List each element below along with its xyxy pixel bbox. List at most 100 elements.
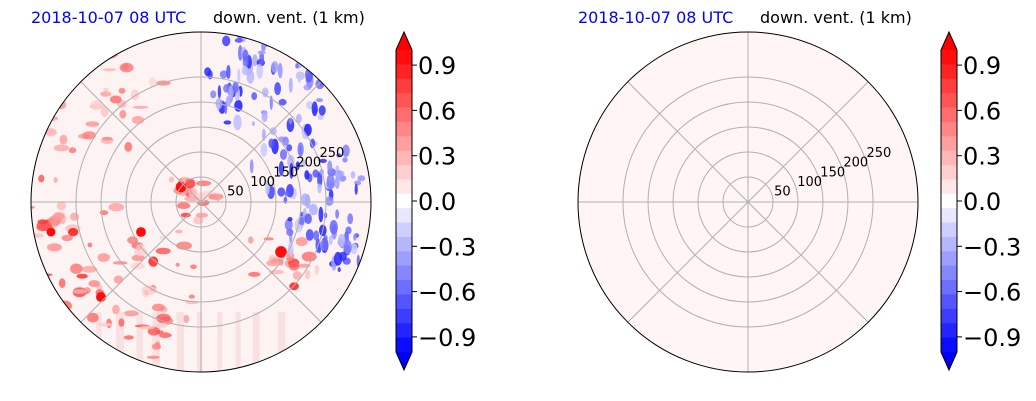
field-cell-negative xyxy=(339,251,347,261)
colorbar-tick-neg-0.9: −0.9 xyxy=(418,324,476,352)
radial-label-50: 50 xyxy=(774,184,791,199)
field-cell-strong xyxy=(275,246,287,258)
field-cell-negative xyxy=(283,196,288,204)
field-cell-negative xyxy=(299,216,305,226)
field-cell-negative xyxy=(265,179,270,195)
colorbar-segment xyxy=(941,280,957,295)
colorbar-segment xyxy=(941,179,957,195)
field-cell-positive xyxy=(37,299,53,304)
field-cell-negative xyxy=(336,86,345,92)
panel-2-colorbar xyxy=(940,30,962,372)
field-cell-positive xyxy=(314,264,320,275)
field-cell-negative xyxy=(309,138,316,149)
field-cell-positive xyxy=(208,193,224,200)
field-cell-positive xyxy=(154,322,168,329)
field-cell-negative xyxy=(328,235,333,246)
field-cell-positive xyxy=(155,341,161,349)
radial-label-150: 150 xyxy=(273,165,298,180)
field-cell-positive xyxy=(54,100,67,110)
colorbar-extend-max xyxy=(396,32,412,50)
field-cell-negative xyxy=(330,50,334,67)
field-cell-negative xyxy=(296,113,302,124)
field-cell-negative xyxy=(280,149,287,160)
grid-spoke-225 xyxy=(627,201,749,323)
field-cell-negative xyxy=(284,191,289,197)
field-cell-negative xyxy=(249,159,254,174)
radial-label-100: 100 xyxy=(797,175,822,190)
field-cell-positive xyxy=(112,261,128,265)
colorbar-tick-0.0: 0.0 xyxy=(418,188,456,216)
field-cell-positive xyxy=(136,246,142,251)
colorbar-segment xyxy=(941,150,957,166)
colorbar-segment xyxy=(396,308,412,324)
field-cell-positive xyxy=(24,81,29,91)
field-cell-negative xyxy=(256,63,264,79)
panel-2-colorbar-ticks: 0.9 0.6 0.3 0.0 −0.3 −0.6 −0.9 xyxy=(963,52,1021,352)
field-cell-negative xyxy=(204,67,212,77)
panel-2-radial-labels: 50 100 150 200 250 xyxy=(774,146,891,199)
field-cell-positive xyxy=(87,242,93,248)
panel-2-title-date: 2018-10-07 08 UTC xyxy=(578,8,733,27)
field-cell-negative xyxy=(295,161,300,171)
field-cell-negative xyxy=(306,100,313,110)
colorbar-segment xyxy=(396,150,412,166)
field-cell-positive xyxy=(248,271,261,277)
radial-label-250: 250 xyxy=(320,146,345,161)
field-cell-negative xyxy=(238,45,243,61)
field-cell-negative xyxy=(251,121,255,126)
field-cell-positive xyxy=(148,256,159,267)
field-cell-negative xyxy=(297,142,304,157)
field-cell-negative xyxy=(337,267,341,273)
field-cell-negative xyxy=(225,95,232,107)
field-cell-negative xyxy=(288,117,293,125)
field-cell-negative xyxy=(257,50,266,55)
field-cell-positive xyxy=(118,318,125,327)
colorbar-segment xyxy=(396,64,412,80)
field-cell-positive xyxy=(188,294,195,299)
field-cell-negative xyxy=(300,159,307,167)
field-cell-positive xyxy=(100,91,112,97)
field-cell-positive xyxy=(216,194,221,202)
field-streak xyxy=(176,312,184,372)
colorbar-segment xyxy=(396,93,412,109)
field-cell-positive xyxy=(190,264,197,270)
field-cell-negative xyxy=(325,196,334,206)
field-cell-negative xyxy=(329,72,333,83)
colorbar-tick-0.3: 0.3 xyxy=(963,143,1001,171)
field-cell-positive xyxy=(44,115,59,122)
field-streak xyxy=(116,312,125,372)
field-cell-positive xyxy=(52,212,65,220)
radial-label-200: 200 xyxy=(843,156,868,171)
field-cell-negative xyxy=(222,35,231,47)
field-cell-negative xyxy=(345,226,352,235)
field-streak xyxy=(136,312,144,372)
field-cell-positive xyxy=(140,325,155,330)
field-cell-positive xyxy=(108,203,125,212)
field-cell-positive xyxy=(295,237,308,247)
field-cell-negative xyxy=(223,84,231,93)
polar-panel-1: 2018-10-07 08 UTC down. vent. (1 km) 50 … xyxy=(24,8,476,373)
field-streak xyxy=(217,312,223,372)
field-cell-negative xyxy=(315,55,320,64)
field-cell-positive xyxy=(119,109,127,119)
colorbar-segment xyxy=(396,165,412,180)
field-cell-negative xyxy=(329,220,338,235)
field-cell-negative xyxy=(217,85,222,99)
colorbar-tick-neg-0.6: −0.6 xyxy=(418,279,476,307)
field-streak xyxy=(277,312,286,372)
field-cell-positive xyxy=(58,278,66,289)
field-cell-negative xyxy=(287,217,293,222)
field-cell-negative xyxy=(318,69,323,80)
field-cell-positive xyxy=(152,303,165,312)
field-cell-negative xyxy=(288,77,293,93)
field-cell-negative xyxy=(287,241,294,257)
field-cell-positive xyxy=(90,100,103,111)
panel-2-frame xyxy=(577,31,919,373)
field-cell-negative xyxy=(367,246,371,256)
field-cell-positive xyxy=(301,251,317,262)
radial-label-150: 150 xyxy=(820,165,845,180)
colorbar-tick-0.6: 0.6 xyxy=(418,97,456,125)
field-cell-positive xyxy=(85,121,100,127)
field-cell-negative xyxy=(265,32,271,38)
panel-1-title: down. vent. (1 km) xyxy=(213,8,365,27)
